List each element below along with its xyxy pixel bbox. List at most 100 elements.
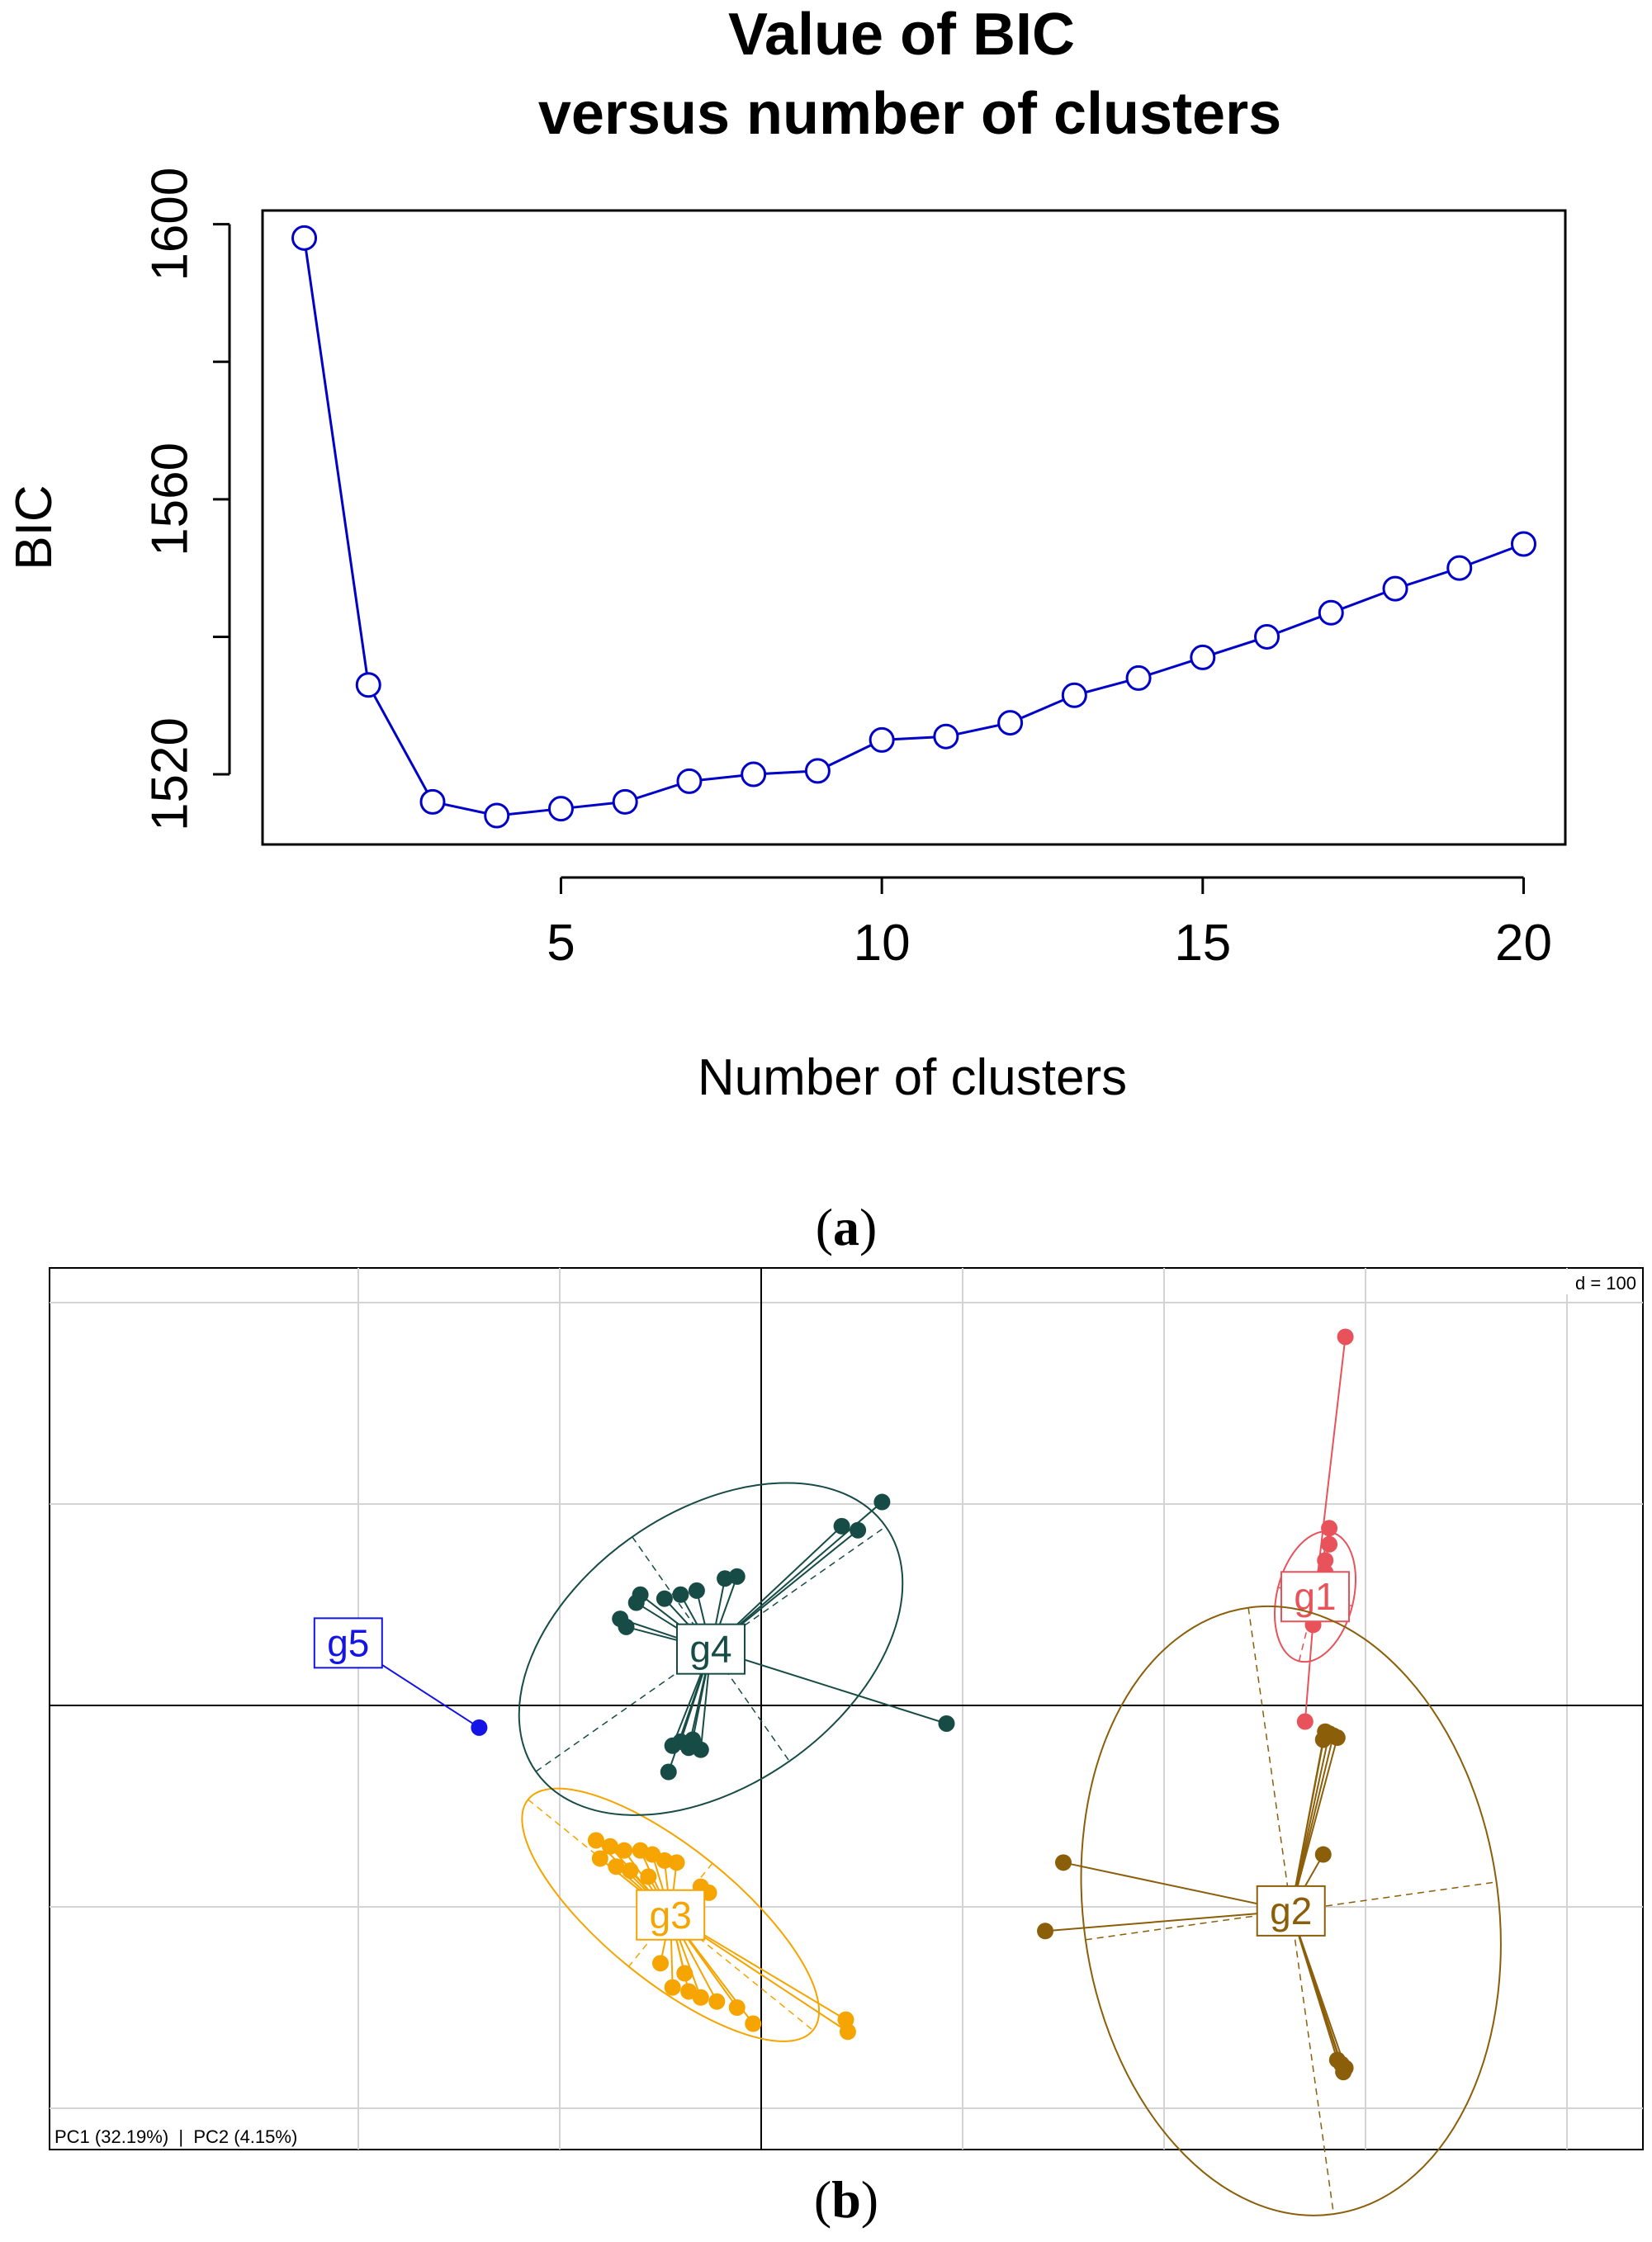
y-axis-label: BIC xyxy=(6,485,63,570)
pca-groups: g1 g2 g3 g4 g5 xyxy=(313,1328,1502,2216)
pc-axes-label: PC1 (32.19%) | PC2 (4.15%) xyxy=(54,2126,297,2147)
panel-b-letter: b xyxy=(831,2170,861,2229)
cluster-point xyxy=(873,1493,891,1511)
cluster-link xyxy=(710,1648,947,1724)
bic-point xyxy=(676,768,703,794)
cluster-point xyxy=(672,1586,689,1603)
bic-point xyxy=(1061,682,1087,708)
bic-point xyxy=(997,710,1024,736)
cluster-point xyxy=(1335,2064,1352,2081)
cluster-point xyxy=(632,1586,649,1603)
cluster-label-box xyxy=(313,1617,383,1669)
cluster-g3: g3 xyxy=(521,1787,856,2042)
cluster-point xyxy=(676,1965,693,1982)
cluster-point xyxy=(652,1955,669,1972)
bic-point xyxy=(804,758,831,784)
cluster-link xyxy=(1290,1731,1327,1912)
cluster-g2: g2 xyxy=(1037,1605,1502,2216)
cluster-label-box xyxy=(1256,1885,1326,1937)
x-tick-label: 10 xyxy=(854,915,911,972)
cluster-point xyxy=(664,1979,681,1996)
cluster-point xyxy=(1317,1552,1334,1569)
cluster-point xyxy=(850,1521,867,1539)
panel-a-label: (a) xyxy=(816,1198,878,1256)
cluster-label-box xyxy=(676,1623,746,1675)
cluster-point xyxy=(587,1832,604,1849)
cluster-label: g1 xyxy=(1294,1575,1336,1618)
bic-point xyxy=(1318,599,1344,626)
x-tick-label: 5 xyxy=(547,915,575,972)
cluster-point xyxy=(1321,1535,1338,1553)
cluster-point xyxy=(1314,1846,1332,1863)
cluster-point xyxy=(608,1858,625,1875)
y-tick-label: 1520 xyxy=(141,717,198,831)
cluster-point xyxy=(1055,1854,1072,1871)
bic-point xyxy=(1446,555,1473,581)
cluster-g4: g4 xyxy=(518,1482,955,1816)
cluster-label-box xyxy=(636,1889,706,1941)
pca-cluster-plot: g1 g2 g3 g4 g5 d = 100 PC1 (32.19%) | PC2 (4… xyxy=(49,1267,1644,2216)
cluster-point xyxy=(591,1850,608,1867)
bic-point xyxy=(1254,623,1280,650)
cluster-point xyxy=(745,2015,762,2032)
cluster-point xyxy=(1337,1328,1354,1346)
plot-frame xyxy=(261,209,1567,846)
cluster-point xyxy=(1296,1713,1314,1730)
cluster-point xyxy=(833,1517,850,1535)
cluster-point xyxy=(938,1715,955,1732)
panel-b-label: (b) xyxy=(814,2170,878,2229)
cluster-point xyxy=(660,1763,677,1781)
cluster-point xyxy=(471,1719,488,1736)
cluster-point xyxy=(668,1854,685,1871)
cluster-point xyxy=(622,1862,639,1880)
cluster-point xyxy=(692,1989,709,2006)
cluster-point xyxy=(616,1842,633,1859)
cluster-link xyxy=(1314,1336,1347,1597)
y-tick-label: 1600 xyxy=(141,168,198,281)
cluster-point xyxy=(1321,1520,1338,1537)
cluster-point xyxy=(708,1993,726,2010)
panel-a-letter: a xyxy=(833,1198,859,1256)
cluster-ellipse xyxy=(1080,1605,1502,2216)
cluster-link xyxy=(1063,1861,1291,1912)
cluster-link xyxy=(1290,1737,1338,1912)
bic-point xyxy=(741,761,767,788)
cluster-point xyxy=(684,1731,702,1748)
cluster-point xyxy=(640,1868,657,1885)
cluster-label: g3 xyxy=(650,1894,692,1937)
cluster-point xyxy=(1037,1923,1054,1940)
bic-point xyxy=(612,788,638,815)
bic-point xyxy=(355,672,381,698)
scale-label: d = 100 xyxy=(1575,1273,1636,1294)
pca-axes xyxy=(50,1268,1643,2150)
bic-line xyxy=(303,238,1524,817)
bic-point xyxy=(869,726,895,753)
cluster-point xyxy=(728,1568,746,1585)
chart-subtitle: versus number of clusters xyxy=(538,81,1281,147)
chart-title: Value of BIC xyxy=(728,2,1075,68)
x-axis-label: Number of clusters xyxy=(698,1049,1127,1106)
cluster-point xyxy=(602,1838,618,1855)
bic-point xyxy=(1125,665,1152,691)
bic-point xyxy=(291,225,318,251)
bic-point xyxy=(933,723,959,750)
bic-point xyxy=(1382,575,1408,602)
y-tick-label: 1560 xyxy=(141,442,198,556)
cluster-point xyxy=(688,1582,705,1599)
cluster-label: g4 xyxy=(689,1628,731,1671)
cluster-point xyxy=(656,1590,673,1607)
x-axis: 5 10 15 20 xyxy=(547,876,1552,972)
cluster-point xyxy=(839,2023,856,2041)
pca-frame xyxy=(49,1267,1644,2150)
bic-point xyxy=(547,796,574,822)
cluster-label: g5 xyxy=(327,1621,369,1664)
cluster-g1: g1 xyxy=(1273,1328,1357,1730)
bic-point xyxy=(484,802,510,829)
bic-point xyxy=(419,788,446,815)
ellipse-axis xyxy=(528,1799,814,2032)
bic-point xyxy=(1190,644,1216,670)
cluster-link xyxy=(1290,1910,1345,2073)
scale-box: d = 100 xyxy=(1554,1270,1641,1294)
cluster-link xyxy=(1044,1909,1291,1932)
